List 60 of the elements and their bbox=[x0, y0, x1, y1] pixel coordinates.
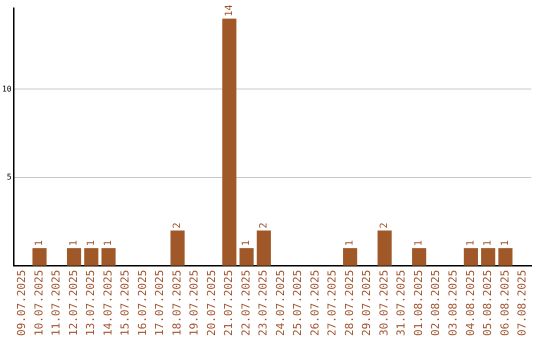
bar bbox=[256, 230, 271, 266]
y-tick-label: 10 bbox=[2, 84, 12, 94]
x-tick-label: 25.07.2025 bbox=[291, 270, 304, 336]
bar bbox=[66, 248, 82, 266]
x-tick-label: 17.07.2025 bbox=[153, 270, 166, 336]
x-tick-label: 06.08.2025 bbox=[498, 270, 512, 336]
y-tick-label: 5 bbox=[6, 172, 12, 182]
bar bbox=[343, 248, 358, 266]
x-tick-label: 05.08.2025 bbox=[481, 270, 494, 336]
bar bbox=[378, 230, 392, 266]
x-tick-label: 03.08.2025 bbox=[446, 270, 460, 336]
x-tick-label: 01.08.2025 bbox=[412, 270, 425, 336]
x-tick-label: 31.07.2025 bbox=[394, 270, 408, 336]
data-label: 1 bbox=[482, 240, 494, 246]
x-tick-label: 27.07.2025 bbox=[326, 270, 339, 336]
data-label: 1 bbox=[34, 240, 46, 246]
x-tick-label: 23.07.2025 bbox=[256, 270, 270, 336]
x-tick-label: 15.07.2025 bbox=[118, 270, 132, 336]
x-tick-label: 29.07.2025 bbox=[360, 270, 374, 336]
x-tick-label: 14.07.2025 bbox=[101, 270, 114, 336]
x-tick-label: 21.07.2025 bbox=[222, 270, 236, 336]
x-tick-label: 24.07.2025 bbox=[274, 270, 287, 336]
data-label: 1 bbox=[500, 240, 512, 246]
bar bbox=[101, 248, 116, 266]
x-tick-label: 16.07.2025 bbox=[136, 270, 149, 336]
bar bbox=[498, 248, 512, 266]
x-tick-label: 12.07.2025 bbox=[66, 270, 80, 336]
x-tick-label: 09.07.2025 bbox=[15, 270, 28, 336]
data-label: 1 bbox=[344, 240, 356, 246]
data-label: 2 bbox=[258, 222, 270, 228]
x-tick-label: 11.07.2025 bbox=[50, 270, 63, 336]
data-label: 2 bbox=[379, 222, 390, 228]
bar bbox=[412, 248, 426, 266]
x-tick-label: 04.08.2025 bbox=[464, 270, 477, 336]
x-tick-label: 02.08.2025 bbox=[429, 270, 442, 336]
bar bbox=[481, 248, 496, 266]
x-tick-label: 07.08.2025 bbox=[516, 270, 529, 336]
x-tick-label: 13.07.2025 bbox=[84, 270, 98, 336]
bar bbox=[32, 248, 47, 266]
x-tick-label: 22.07.2025 bbox=[239, 270, 252, 336]
bar bbox=[464, 248, 478, 266]
bar bbox=[84, 248, 98, 266]
data-label: 2 bbox=[172, 222, 184, 228]
bar bbox=[222, 18, 236, 266]
data-label: 1 bbox=[465, 240, 476, 246]
x-tick-label: 20.07.2025 bbox=[204, 270, 218, 336]
x-tick-label: 10.07.2025 bbox=[32, 270, 46, 336]
x-tick-label: 19.07.2025 bbox=[188, 270, 201, 336]
data-label: 1 bbox=[103, 240, 114, 246]
x-tick-label: 26.07.2025 bbox=[308, 270, 322, 336]
x-tick-label: 28.07.2025 bbox=[342, 270, 356, 336]
bar bbox=[170, 230, 185, 266]
x-tick-label: 18.07.2025 bbox=[170, 270, 184, 336]
data-label: 1 bbox=[86, 240, 97, 246]
data-label: 14 bbox=[224, 4, 235, 17]
data-label: 1 bbox=[414, 240, 425, 246]
data-label: 1 bbox=[68, 240, 80, 246]
bar bbox=[240, 248, 254, 266]
data-label: 1 bbox=[241, 240, 252, 246]
x-tick-label: 30.07.2025 bbox=[377, 270, 390, 336]
